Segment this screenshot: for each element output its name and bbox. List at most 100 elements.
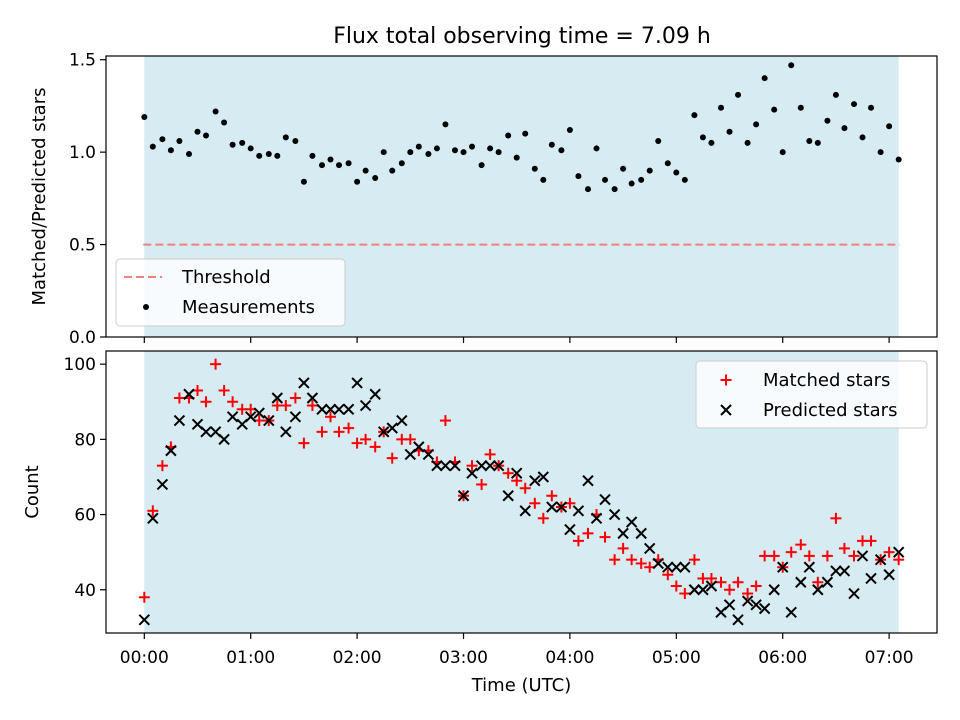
predicted-point	[750, 599, 762, 611]
predicted-point	[298, 377, 310, 389]
predicted-point	[253, 407, 265, 419]
marker-stroke	[333, 403, 345, 415]
x-tick-label: 01:00	[226, 648, 275, 668]
matched-point	[670, 580, 682, 592]
marker-stroke	[209, 426, 222, 438]
matched-point	[893, 554, 905, 566]
predicted-point	[226, 411, 239, 423]
measurement-point	[274, 152, 281, 159]
matched-point	[537, 512, 549, 524]
matched-point	[572, 535, 584, 547]
matched-point	[316, 426, 328, 438]
measurement-point	[185, 150, 192, 157]
predicted-point	[316, 403, 328, 415]
matched-point	[360, 433, 372, 445]
predicted-point	[874, 553, 887, 566]
measurement-point	[585, 186, 592, 193]
measurement-point	[176, 138, 183, 145]
predicted-point	[386, 422, 398, 434]
predicted-point	[688, 584, 701, 596]
measurement-point	[460, 149, 467, 156]
predicted-point	[848, 587, 860, 600]
matched-point	[484, 448, 496, 460]
marker-stroke	[263, 414, 275, 427]
predicted-point	[803, 561, 816, 573]
y-tick-label: 40	[74, 581, 96, 601]
marker-stroke	[599, 493, 611, 506]
predicted-point	[333, 403, 345, 415]
marker-stroke	[173, 414, 186, 427]
marker-stroke	[466, 467, 478, 479]
measurement-point	[247, 145, 254, 152]
matched-point	[599, 531, 611, 543]
y-tick-label: 60	[74, 506, 96, 526]
measurement-point	[611, 186, 618, 193]
measurement-point	[638, 176, 645, 183]
predicted-point	[599, 493, 611, 506]
measurement-point	[354, 178, 361, 185]
marker-stroke	[652, 557, 664, 570]
measurement-point	[159, 136, 166, 143]
predicted-point	[183, 388, 195, 400]
marker-stroke	[617, 527, 629, 540]
measurement-point	[646, 167, 653, 174]
marker-stroke	[359, 399, 372, 412]
predicted-point	[306, 392, 319, 404]
matched-point	[210, 358, 222, 370]
measurement-point	[593, 145, 600, 152]
axes-frame	[105, 55, 938, 338]
legend-frame	[695, 360, 928, 429]
predicted-point	[795, 576, 807, 588]
measurement-point	[292, 138, 299, 145]
matched-point	[609, 554, 621, 566]
marker-stroke	[768, 584, 780, 596]
predicted-point	[263, 414, 275, 427]
matched-point	[502, 467, 514, 479]
measurement-point	[877, 149, 884, 156]
predicted-point	[572, 505, 585, 517]
predicted-point	[173, 414, 186, 427]
marker-stroke	[342, 403, 355, 415]
matched-point	[476, 478, 488, 490]
measurement-point	[655, 138, 662, 145]
measurement-point	[141, 114, 148, 121]
marker-stroke	[218, 433, 230, 446]
predicted-point	[670, 561, 683, 573]
matched-point	[750, 580, 762, 592]
top-panel: 0.0 0.5 1.0 1.5 Matched/Predicted stars Thr…	[29, 51, 938, 348]
predicted-point	[608, 508, 621, 521]
predicted-point	[156, 478, 169, 491]
legend-frame	[115, 258, 346, 327]
legend-label-predicted: Predicted stars	[763, 400, 897, 421]
predicted-point	[449, 459, 461, 472]
measurement-point	[309, 152, 316, 159]
matched-point	[218, 384, 230, 396]
predicted-point	[785, 606, 797, 619]
matched-point	[617, 542, 629, 554]
matched-point	[785, 546, 797, 558]
predicted-point	[147, 512, 159, 525]
predicted-point	[679, 561, 691, 573]
measurement-point	[203, 132, 210, 139]
predicted-point	[342, 403, 355, 415]
measurement-point	[602, 176, 609, 183]
predicted-point	[378, 426, 390, 438]
measurement-point	[194, 128, 201, 135]
marker-stroke	[679, 561, 691, 573]
matched-point	[439, 415, 451, 427]
measurement-point	[451, 147, 458, 154]
measurement-point	[442, 121, 449, 128]
y-tick-label: 0.5	[69, 236, 96, 256]
y-tick-label: 100	[64, 355, 96, 375]
y-tick-label: 0.0	[69, 328, 96, 348]
measurement-point	[282, 134, 289, 141]
legend-label-measurements: Measurements	[182, 297, 315, 318]
matched-point	[838, 542, 850, 554]
measurement-point	[398, 160, 405, 167]
bottom-legend: Matched stars Predicted stars	[695, 360, 928, 429]
measurement-point	[415, 143, 422, 150]
marker-stroke	[635, 527, 647, 540]
x-tick-label: 05:00	[652, 648, 701, 668]
matched-point	[883, 546, 895, 558]
predicted-point	[351, 377, 363, 389]
